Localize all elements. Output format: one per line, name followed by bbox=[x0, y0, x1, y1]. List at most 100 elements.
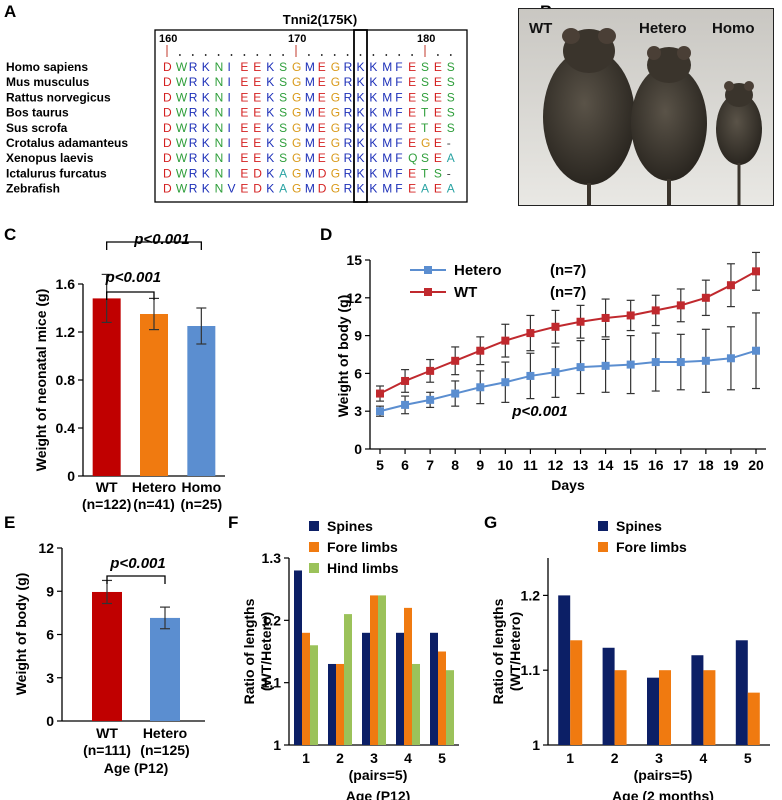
mice-photo-drawing: WT Hetero Homo bbox=[519, 9, 773, 205]
ruler-dot bbox=[333, 54, 336, 56]
residue: N bbox=[215, 90, 224, 104]
bar bbox=[602, 647, 615, 745]
residue: S bbox=[421, 75, 429, 89]
y-tick-label: 3 bbox=[46, 670, 54, 686]
data-point bbox=[676, 358, 685, 367]
alignment-title: Tnni2(175K) bbox=[283, 12, 357, 27]
residue: R bbox=[189, 90, 198, 104]
legend-swatch bbox=[309, 542, 319, 552]
residue: S bbox=[421, 90, 429, 104]
ruler-dot bbox=[359, 54, 362, 56]
data-point bbox=[501, 378, 510, 387]
residue: K bbox=[357, 151, 365, 165]
species-name: Bos taurus bbox=[6, 106, 69, 120]
residue: N bbox=[215, 166, 224, 180]
residue: E bbox=[318, 136, 326, 150]
data-point bbox=[526, 329, 535, 338]
residue: A bbox=[279, 166, 287, 180]
panel-letter-f: F bbox=[228, 513, 239, 532]
x-tick-label: 13 bbox=[573, 457, 589, 473]
residue: S bbox=[279, 75, 287, 89]
data-point bbox=[401, 400, 410, 409]
residue: E bbox=[318, 60, 326, 74]
residue: R bbox=[189, 121, 198, 135]
residue: S bbox=[447, 106, 455, 120]
species-name: Xenopus laevis bbox=[6, 151, 94, 165]
chart-d-body-weight-days: 0 3 6 9 12 15 Weight of body (g) 5 6 7 8 9 10 11 12 13 1… bbox=[335, 251, 766, 493]
x-category-sublabel: (n=41) bbox=[133, 496, 175, 512]
data-point bbox=[752, 346, 760, 355]
residue: G bbox=[331, 182, 340, 196]
residue: F bbox=[395, 75, 402, 89]
residue: K bbox=[369, 106, 377, 120]
ruler-dot bbox=[346, 54, 349, 56]
data-point bbox=[451, 389, 460, 398]
bar bbox=[412, 663, 420, 745]
photo-label-wt: WT bbox=[529, 20, 552, 37]
residue: W bbox=[176, 106, 188, 120]
residue: E bbox=[408, 60, 416, 74]
residue: S bbox=[421, 60, 429, 74]
bar bbox=[344, 614, 352, 745]
residue: Q bbox=[408, 151, 417, 165]
residue: E bbox=[434, 182, 442, 196]
alignment-box bbox=[154, 29, 468, 203]
x-category-label: WT bbox=[96, 725, 118, 741]
residue: N bbox=[215, 60, 224, 74]
residue: K bbox=[357, 136, 365, 150]
legend-marker bbox=[424, 288, 432, 296]
residue: T bbox=[421, 106, 429, 120]
y-axis-label: Ratio of lengths(WT/Hetero) bbox=[490, 598, 523, 704]
residue: S bbox=[279, 151, 287, 165]
residue: K bbox=[357, 75, 365, 89]
ruler-dot bbox=[385, 54, 388, 56]
residue: D bbox=[253, 182, 262, 196]
residue: M bbox=[382, 182, 392, 196]
data-point bbox=[376, 389, 384, 398]
residue: F bbox=[395, 136, 402, 150]
data-point bbox=[601, 313, 610, 322]
y-tick-label: 1.2 bbox=[56, 324, 76, 340]
residue: E bbox=[240, 182, 248, 196]
bar bbox=[703, 670, 716, 745]
residue: K bbox=[202, 75, 210, 89]
ruler-dot bbox=[230, 54, 233, 56]
residue: D bbox=[163, 90, 172, 104]
panel-letter-e: E bbox=[4, 513, 16, 532]
data-point bbox=[726, 281, 735, 290]
x-category-label: Homo bbox=[181, 479, 221, 495]
data-point bbox=[476, 346, 485, 355]
bar bbox=[659, 670, 671, 745]
residue: G bbox=[331, 151, 340, 165]
residue: E bbox=[434, 121, 442, 135]
data-point bbox=[501, 336, 510, 345]
residue: S bbox=[434, 166, 442, 180]
residue: E bbox=[240, 106, 248, 120]
residue: M bbox=[382, 106, 392, 120]
residue: K bbox=[266, 182, 274, 196]
residue: K bbox=[357, 60, 365, 74]
x-category-label: WT bbox=[96, 479, 118, 495]
ruler-dot bbox=[204, 54, 207, 56]
residue: D bbox=[253, 166, 262, 180]
residue: S bbox=[447, 60, 455, 74]
residue: E bbox=[253, 136, 261, 150]
y-axis-label: Weight of neonatal mice (g) bbox=[33, 289, 49, 472]
residue: N bbox=[215, 106, 224, 120]
residue: E bbox=[240, 60, 248, 74]
residue: E bbox=[434, 60, 442, 74]
residue: K bbox=[202, 106, 210, 120]
data-point bbox=[601, 361, 610, 370]
residue: K bbox=[357, 121, 365, 135]
residue: A bbox=[447, 182, 455, 196]
residue: S bbox=[447, 121, 455, 135]
residue: W bbox=[176, 75, 188, 89]
residue: K bbox=[266, 106, 274, 120]
residue: N bbox=[215, 75, 224, 89]
data-point bbox=[626, 360, 635, 369]
x-tick-label: 10 bbox=[498, 457, 514, 473]
